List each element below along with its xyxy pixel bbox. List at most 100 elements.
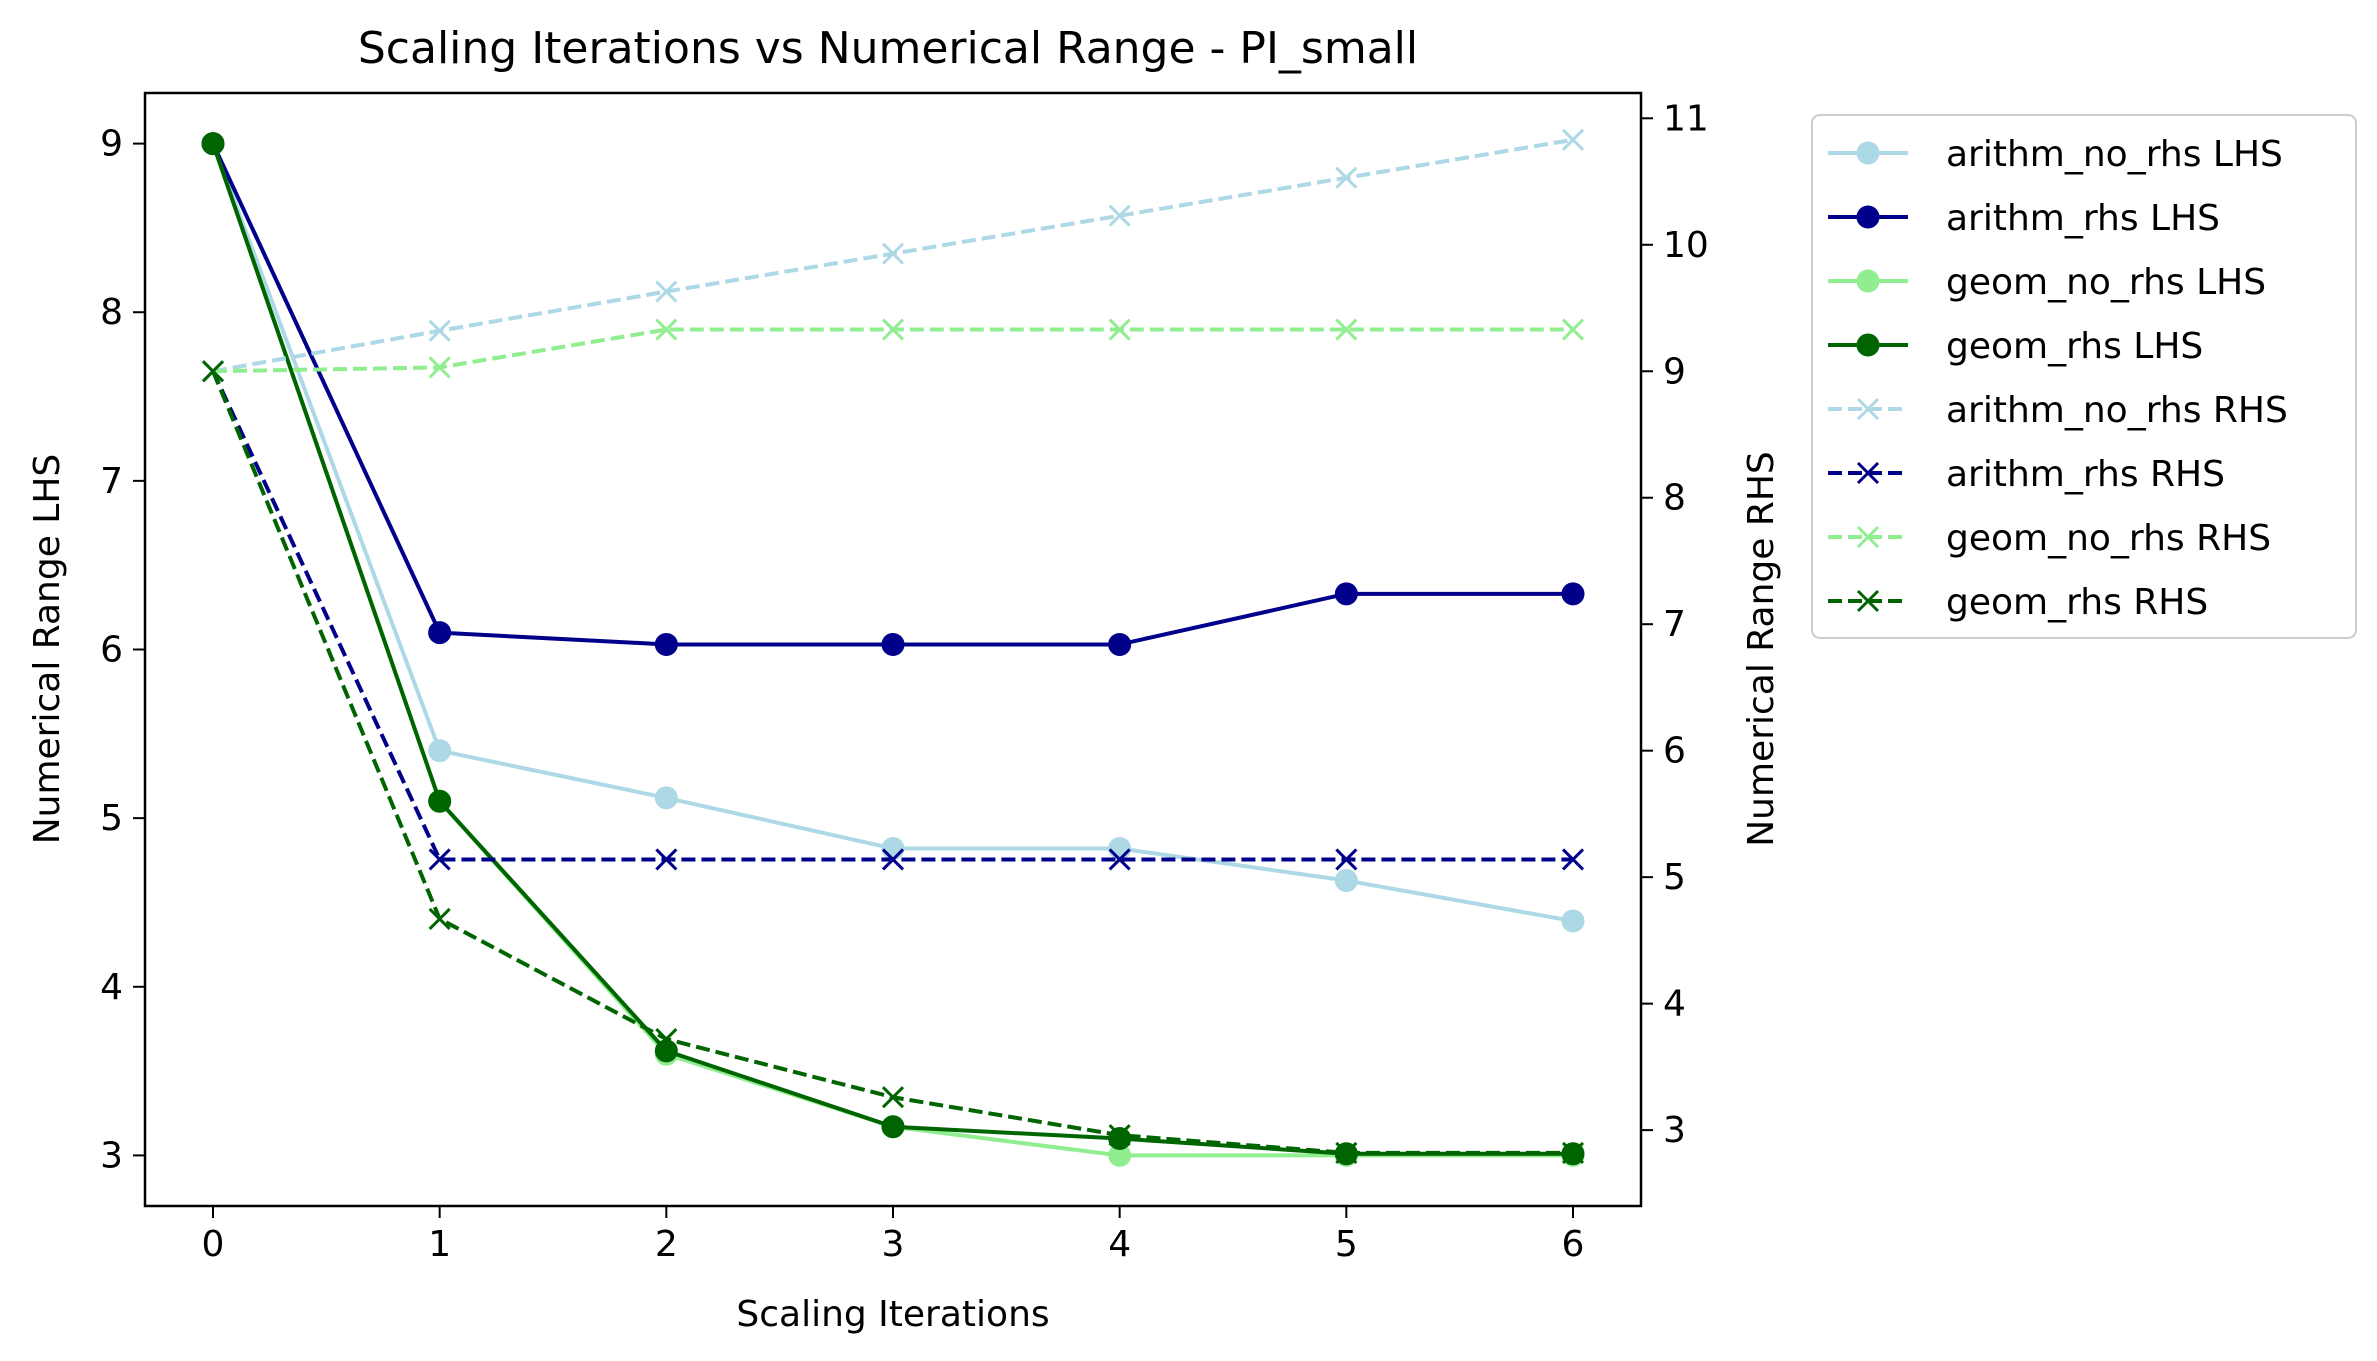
y-right-tick-label: 5 — [1663, 857, 1686, 898]
data-point-x — [1108, 1124, 1131, 1147]
legend-item: geom_rhs LHS — [1828, 326, 2203, 367]
data-point-x — [655, 280, 678, 303]
data-point-x — [1108, 848, 1131, 871]
data-point-x — [428, 356, 451, 379]
data-point — [1334, 582, 1358, 606]
series-line — [211, 370, 1573, 862]
data-point — [881, 632, 905, 656]
x-tick-label: 6 — [1562, 1224, 1585, 1265]
y-right-tick-label: 3 — [1663, 1110, 1686, 1151]
y-right-tick-label: 9 — [1663, 351, 1686, 392]
legend-marker — [1856, 333, 1880, 357]
y-left-tick-label: 3 — [100, 1135, 123, 1176]
series-arithm-no-rhs-rhs — [201, 128, 1585, 383]
data-point — [1334, 869, 1358, 893]
legend-label: geom_no_rhs LHS — [1946, 262, 2266, 303]
data-point-x — [428, 907, 451, 930]
series-arithm-rhs-lhs — [201, 132, 1585, 656]
legend-marker — [1856, 397, 1880, 421]
plot-area — [143, 91, 1643, 1208]
x-tick-label: 1 — [428, 1224, 451, 1265]
data-point-x — [881, 242, 905, 265]
y-left-tick-label: 4 — [100, 967, 123, 1008]
legend-marker — [1856, 205, 1880, 229]
data-point — [1108, 836, 1132, 860]
y-left-tick-label: 9 — [100, 124, 123, 165]
legend-marker — [1856, 589, 1880, 613]
y-left-tick-label: 8 — [100, 292, 123, 333]
series-line — [211, 370, 1573, 1155]
data-point-x — [655, 1027, 678, 1051]
data-point — [428, 739, 452, 763]
series-layer — [201, 128, 1585, 1167]
series-geom-rhs-rhs — [201, 360, 1585, 1164]
legend-label: arithm_rhs LHS — [1946, 198, 2220, 239]
data-point-x — [1335, 166, 1358, 189]
data-point-x — [201, 360, 225, 383]
legend-label: geom_no_rhs RHS — [1946, 518, 2271, 559]
y-right-tick-label: 4 — [1663, 984, 1686, 1025]
legend: arithm_no_rhs LHS arithm_rhs LHS geom_no_r… — [1811, 114, 2357, 639]
data-point — [1108, 1127, 1132, 1151]
y-axis-left: 3 4 5 6 7 8 9 — [100, 124, 145, 1176]
data-point — [654, 1039, 678, 1063]
y-axis-right-label: Numerical Range RHS — [1741, 451, 1782, 847]
y-axis-left-label: Numerical Range LHS — [27, 454, 68, 845]
x-axis-label: Scaling Iterations — [736, 1294, 1049, 1335]
data-point-x — [1108, 204, 1131, 227]
y-left-tick-label: 6 — [100, 630, 123, 671]
data-point-x — [1561, 318, 1585, 341]
y-left-tick-label: 7 — [100, 461, 123, 502]
legend-item: geom_no_rhs LHS — [1828, 262, 2266, 303]
data-point — [201, 132, 225, 156]
legend-marker — [1856, 269, 1880, 293]
legend-label: geom_rhs LHS — [1946, 326, 2203, 367]
legend-label: geom_rhs RHS — [1946, 582, 2208, 623]
legend-item: geom_no_rhs RHS — [1828, 518, 2271, 559]
data-point-x — [881, 318, 905, 341]
y-right-tick-label: 8 — [1663, 478, 1686, 519]
x-tick-label: 4 — [1108, 1224, 1131, 1265]
data-point — [1561, 909, 1585, 933]
data-point — [1561, 582, 1585, 606]
data-point-x — [428, 848, 451, 871]
legend-marker — [1856, 141, 1880, 165]
x-tick-label: 3 — [882, 1224, 905, 1265]
data-point — [881, 1115, 905, 1139]
legend-item: arithm_rhs LHS — [1828, 198, 2220, 239]
y-right-tick-label: 10 — [1663, 225, 1709, 266]
legend-item: geom_rhs RHS — [1828, 582, 2208, 623]
legend-frame — [1811, 114, 2357, 639]
data-point-x — [1108, 318, 1131, 341]
y-left-tick-label: 5 — [100, 798, 123, 839]
data-point-x — [881, 1086, 905, 1109]
data-point-x — [1335, 318, 1358, 341]
data-point-x — [655, 318, 678, 341]
series-geom-no-rhs-rhs — [201, 318, 1585, 383]
data-point — [428, 621, 452, 645]
legend-label: arithm_no_rhs RHS — [1946, 390, 2288, 431]
legend-marker — [1856, 461, 1880, 485]
data-point — [428, 789, 452, 813]
legend-label: arithm_no_rhs LHS — [1946, 134, 2283, 175]
x-tick-label: 5 — [1335, 1224, 1358, 1265]
data-point-x — [1335, 1141, 1358, 1164]
series-line — [211, 142, 1573, 647]
data-point-x — [881, 848, 905, 871]
y-right-tick-label: 7 — [1663, 604, 1686, 645]
legend-item: arithm_rhs RHS — [1828, 454, 2225, 495]
data-point — [881, 836, 905, 860]
data-point — [654, 632, 678, 656]
chart-title: Scaling Iterations vs Numerical Range - … — [358, 23, 1418, 74]
legend-item: arithm_no_rhs RHS — [1828, 390, 2288, 431]
legend-label: arithm_rhs RHS — [1946, 454, 2225, 495]
legend-marker — [1856, 525, 1880, 549]
data-point-x — [428, 319, 451, 342]
data-point — [654, 786, 678, 810]
y-right-tick-label: 11 — [1663, 98, 1709, 139]
x-tick-label: 0 — [202, 1224, 225, 1265]
data-point — [1108, 632, 1132, 656]
y-axis-right: 3 4 5 6 7 8 9 10 11 — [1641, 98, 1709, 1151]
data-point-x — [655, 848, 678, 871]
